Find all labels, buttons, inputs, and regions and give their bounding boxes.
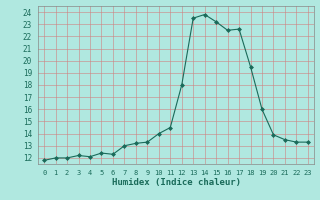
X-axis label: Humidex (Indice chaleur): Humidex (Indice chaleur)	[111, 178, 241, 187]
